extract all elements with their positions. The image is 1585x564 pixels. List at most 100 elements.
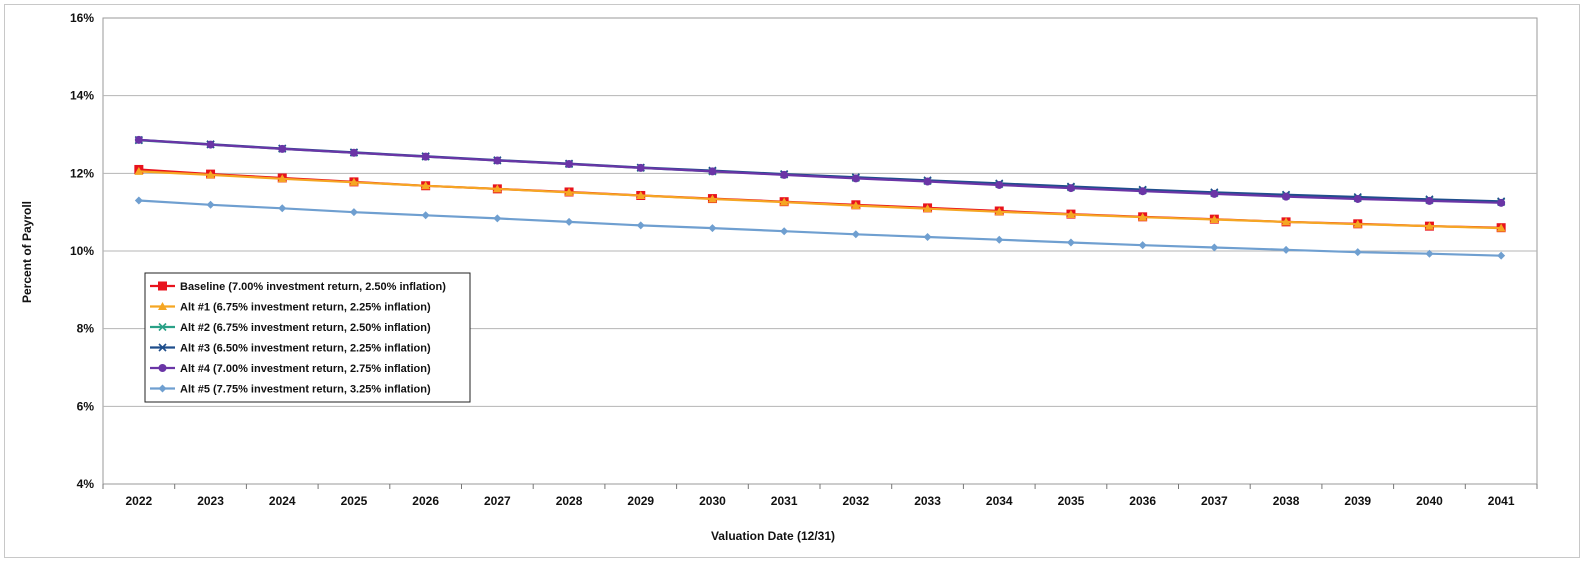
- data-point: [421, 181, 431, 190]
- x-tick-label: 2037: [1201, 494, 1228, 508]
- series-5: [134, 196, 1506, 260]
- series-line: [138, 139, 1502, 204]
- x-axis-title: Valuation Date (12/31): [711, 529, 835, 543]
- legend-swatch-marker: [158, 364, 167, 372]
- series-line: [138, 138, 1502, 203]
- data-point: [1210, 243, 1219, 252]
- data-point: [1425, 249, 1434, 258]
- data-point: [1066, 184, 1075, 193]
- series-line: [138, 168, 1502, 229]
- series-4: [134, 135, 1506, 207]
- data-point: [851, 230, 860, 239]
- x-tick-label: 2023: [197, 494, 224, 508]
- data-point: [278, 144, 287, 153]
- x-tick-label: 2028: [556, 494, 583, 508]
- data-point: [995, 235, 1004, 244]
- data-point: [707, 194, 717, 203]
- series-3: [134, 135, 1506, 206]
- data-point: [1497, 251, 1506, 260]
- y-tick-label: 10%: [70, 244, 94, 258]
- series-line: [138, 199, 1502, 257]
- data-point: [1496, 223, 1506, 232]
- legend-box: [144, 272, 471, 403]
- data-point: [349, 148, 358, 157]
- legend-item: Alt #1 (6.75% investment return, 2.25% i…: [150, 302, 431, 314]
- data-point: [708, 167, 717, 176]
- x-tick-label: 2026: [412, 494, 439, 508]
- data-point: [636, 190, 646, 199]
- x-tick-label: 2033: [914, 494, 941, 508]
- y-axis-title: Percent of Payroll: [20, 201, 34, 303]
- legend-swatch-marker: [158, 281, 167, 291]
- data-point: [206, 140, 215, 149]
- data-point: [1353, 194, 1362, 203]
- data-point: [1282, 245, 1291, 254]
- data-point: [780, 170, 789, 179]
- legend-item: Alt #3 (6.50% investment return, 2.25% i…: [150, 343, 431, 355]
- data-point: [349, 177, 359, 186]
- data-point: [636, 221, 645, 230]
- data-point: [708, 224, 717, 233]
- data-point: [1066, 209, 1076, 218]
- x-tick-label: 2038: [1273, 494, 1300, 508]
- legend-swatch-marker: [158, 384, 167, 393]
- data-point: [1424, 221, 1434, 230]
- data-point: [1138, 241, 1147, 250]
- x-tick-label: 2040: [1416, 494, 1443, 508]
- data-point: [780, 227, 789, 236]
- data-point: [134, 196, 143, 205]
- data-point: [923, 233, 932, 242]
- legend: Baseline (7.00% investment return, 2.50%…: [144, 272, 471, 403]
- data-point: [1138, 212, 1148, 221]
- data-point: [851, 174, 860, 183]
- series-line: [138, 138, 1502, 204]
- x-tick-label: 2039: [1344, 494, 1371, 508]
- legend-item: Alt #2 (6.75% investment return, 2.50% i…: [150, 322, 431, 334]
- marker-stroke: [158, 343, 167, 352]
- data-point: [206, 200, 215, 209]
- data-point: [923, 204, 933, 213]
- data-point: [994, 207, 1004, 216]
- legend-swatch-marker: [158, 322, 167, 332]
- legend-swatch-marker: [158, 343, 167, 352]
- data-point: [995, 180, 1004, 189]
- y-tick-label: 12%: [70, 166, 94, 180]
- x-tick-label: 2024: [269, 494, 296, 508]
- marker-stroke: [158, 322, 167, 332]
- x-tick-label: 2036: [1129, 494, 1156, 508]
- data-point: [134, 135, 143, 144]
- data-point: [851, 201, 861, 210]
- x-tick-label: 2041: [1488, 494, 1515, 508]
- data-point: [492, 184, 502, 193]
- data-point: [1210, 189, 1219, 198]
- series-line: [138, 170, 1502, 230]
- data-point: [1282, 192, 1291, 201]
- y-tick-label: 14%: [70, 89, 94, 103]
- axes: 4% 6% 8% 10% 12% 14% 16% 2022 2023 2024 2025 2026 20…: [70, 11, 1538, 508]
- legend-item: Alt #4 (7.00% investment return, 2.75% i…: [150, 363, 431, 375]
- data-point: [779, 197, 789, 206]
- y-tick-label: 16%: [70, 11, 94, 25]
- data-point: [206, 170, 216, 179]
- legend-swatch-marker: [158, 302, 167, 310]
- data-point: [923, 177, 932, 186]
- data-point: [134, 166, 144, 175]
- x-tick-label: 2031: [771, 494, 798, 508]
- data-point: [565, 217, 574, 226]
- data-point: [493, 156, 502, 165]
- x-tick-label: 2034: [986, 494, 1013, 508]
- data-point: [493, 214, 502, 223]
- data-point: [565, 160, 574, 169]
- data-point: [421, 211, 430, 220]
- data-point: [1209, 215, 1219, 224]
- legend-label: Alt #4 (7.00% investment return, 2.75% i…: [180, 363, 431, 375]
- data-point: [349, 208, 358, 217]
- legend-label: Alt #1 (6.75% investment return, 2.25% i…: [180, 302, 431, 314]
- x-tick-label: 2029: [627, 494, 654, 508]
- x-tick-label: 2022: [125, 494, 152, 508]
- data-point: [1497, 198, 1506, 207]
- y-tick-label: 4%: [77, 477, 95, 491]
- data-point: [1138, 187, 1147, 196]
- legend-label: Alt #3 (6.50% investment return, 2.25% i…: [180, 343, 431, 355]
